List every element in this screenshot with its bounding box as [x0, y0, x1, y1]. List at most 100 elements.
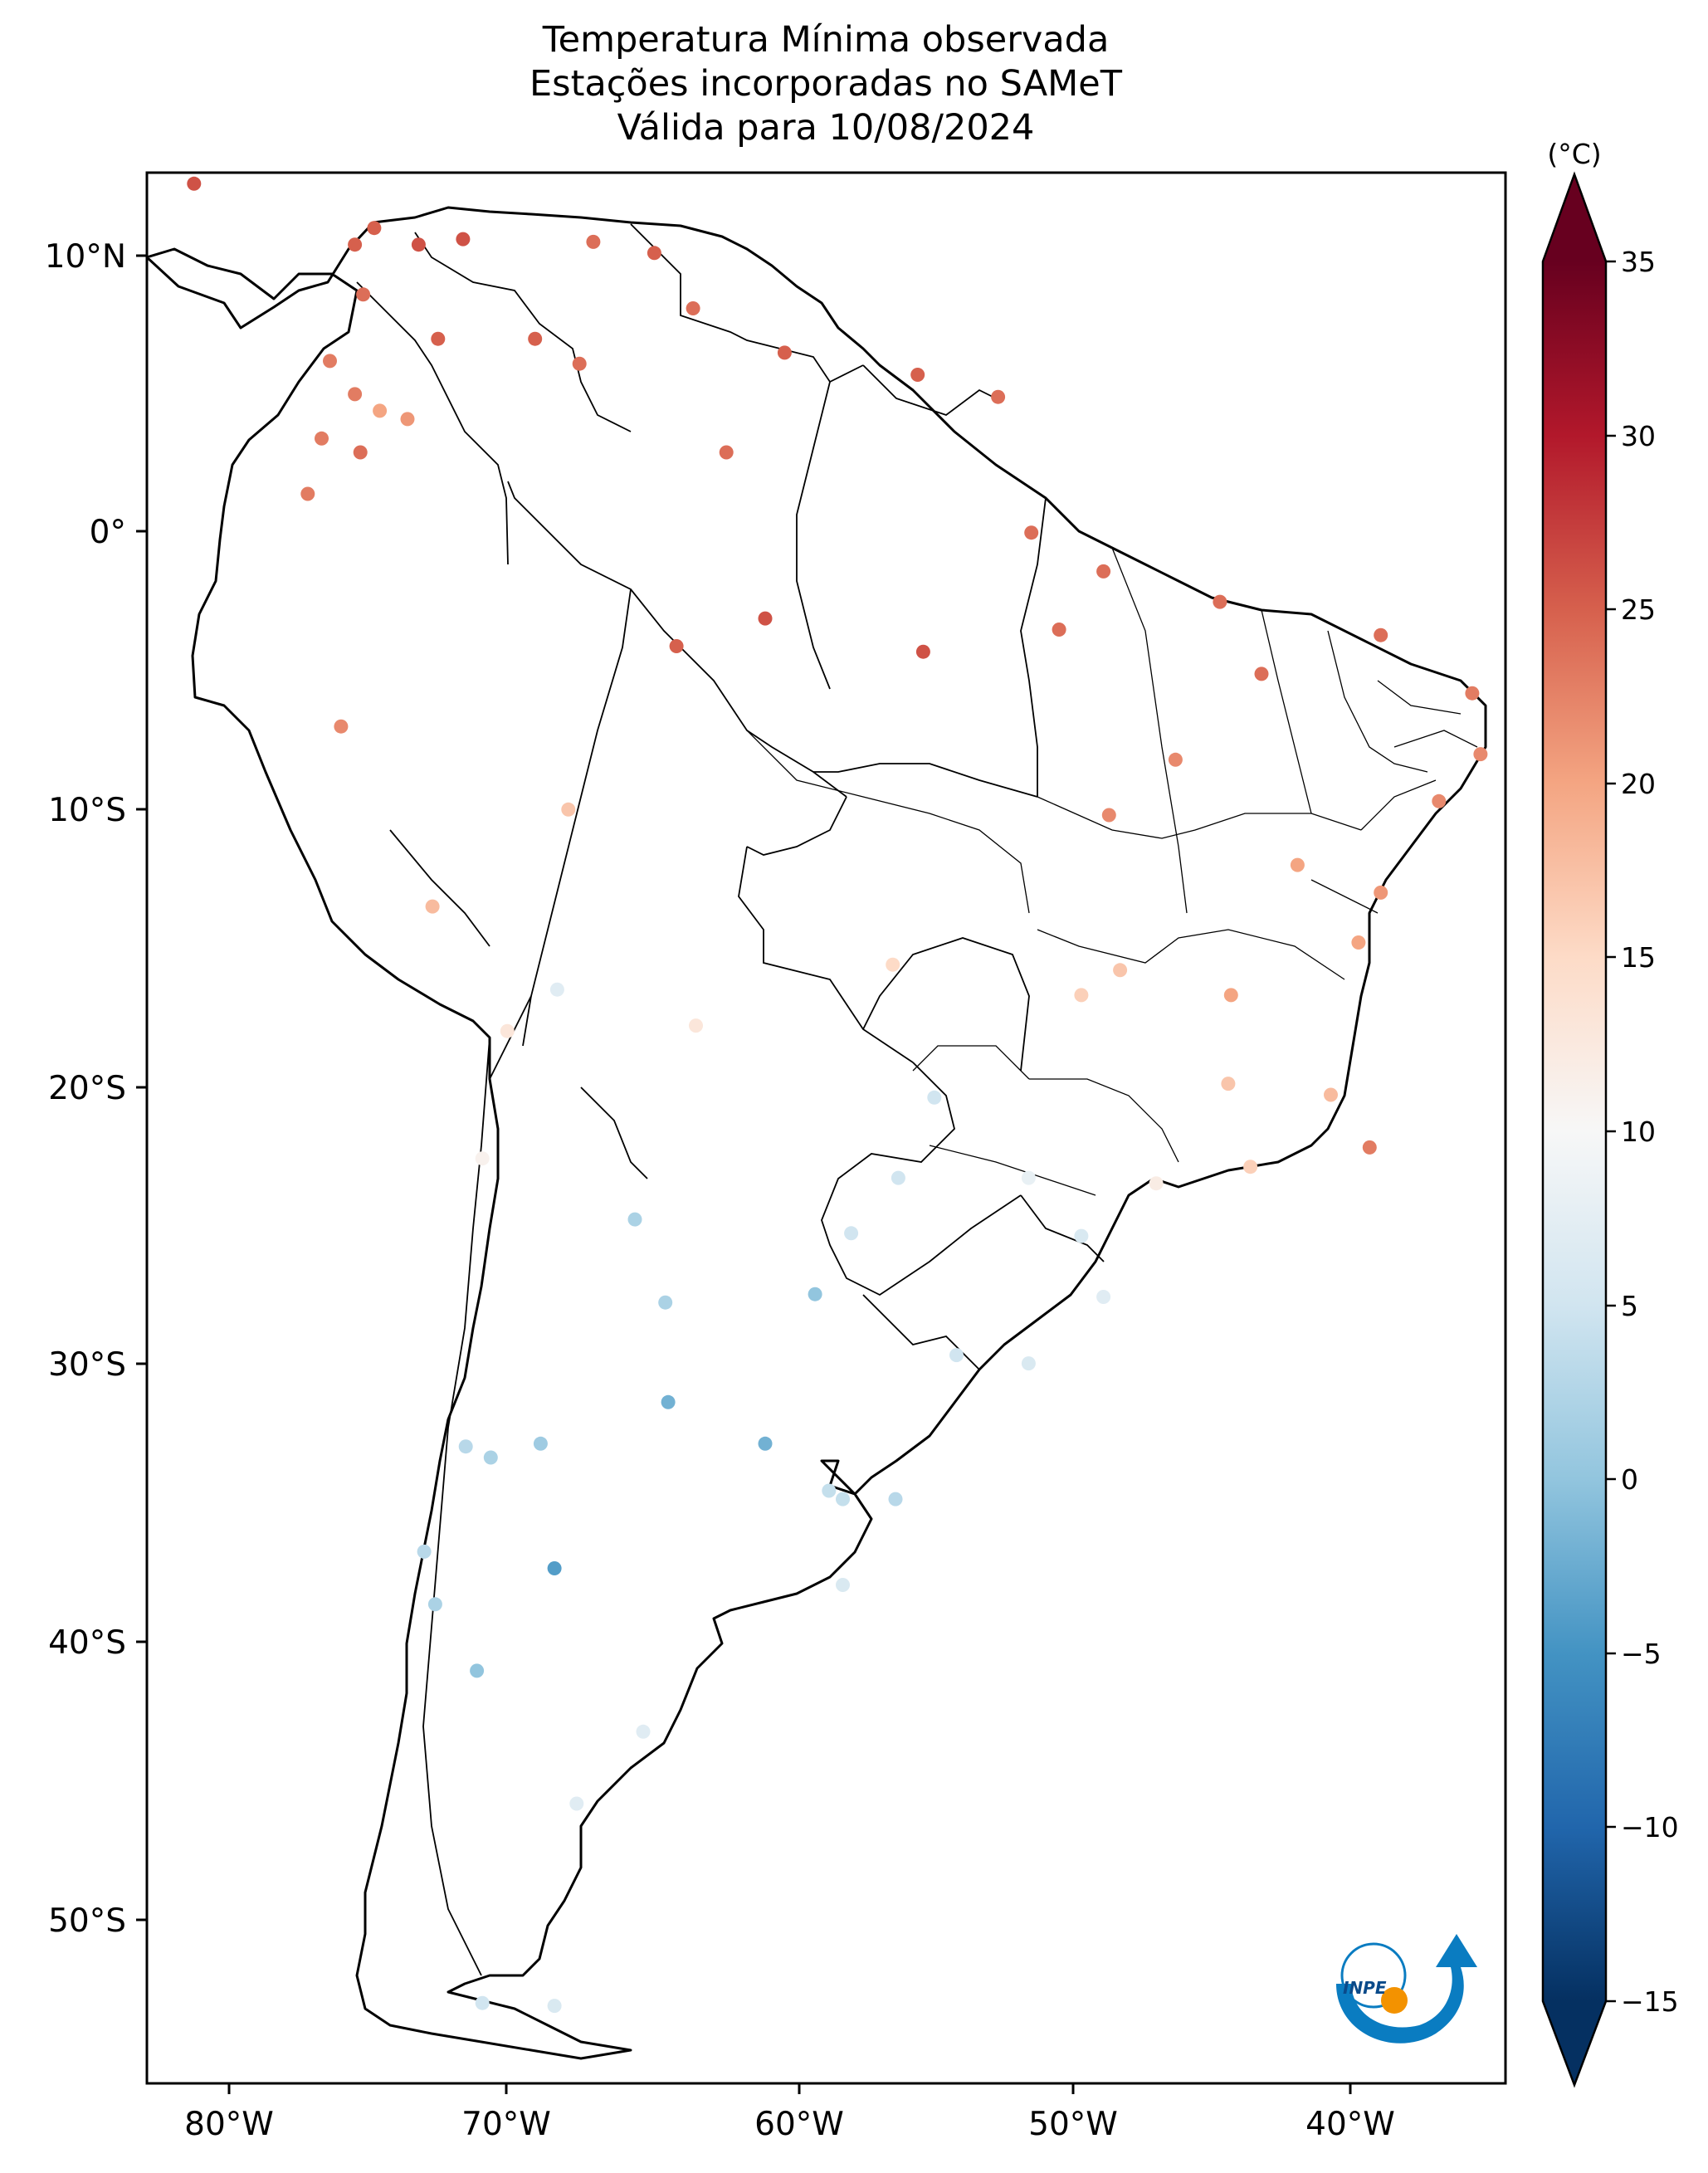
inpe-logo: INPE	[1336, 1934, 1477, 2044]
station-point	[1223, 988, 1238, 1003]
station-point	[836, 1578, 850, 1592]
station-point	[1290, 857, 1305, 872]
country-borders	[356, 223, 1105, 1976]
station-point	[627, 1212, 642, 1227]
station-point	[1362, 1140, 1377, 1155]
lon-tick-70w: 70°W	[461, 2106, 551, 2143]
station-point	[586, 234, 601, 249]
station-point	[1374, 627, 1388, 642]
station-point	[1074, 988, 1089, 1003]
colorbar-tick-minus5: −5	[1621, 1638, 1662, 1670]
station-point	[991, 389, 1006, 404]
colorbar-gradient	[1543, 261, 1606, 2001]
station-point	[1052, 623, 1066, 637]
station-point	[1221, 1077, 1236, 1091]
station-point	[1465, 686, 1480, 701]
lat-tick-20s: 20°S	[48, 1070, 126, 1107]
station-point	[661, 1394, 676, 1409]
logo-orbit-icon	[1340, 1942, 1407, 2009]
station-point	[844, 1226, 859, 1241]
title-line-2: Estações incorporadas no SAMeT	[529, 63, 1122, 105]
station-point	[1432, 794, 1447, 808]
colorbar-unit-label: (°C)	[1547, 138, 1601, 170]
lat-tick-10n: 10°N	[45, 238, 126, 276]
colorbar-tick-20: 20	[1621, 768, 1656, 800]
station-point	[470, 1663, 485, 1678]
south-america-coastline	[147, 206, 1487, 2060]
station-point	[367, 221, 382, 236]
station-point	[888, 1492, 903, 1506]
station-point	[758, 1436, 773, 1451]
colorbar-upper-extend	[1543, 174, 1606, 261]
map-frame	[145, 171, 1507, 2085]
station-point	[373, 403, 388, 418]
station-point	[1021, 1170, 1036, 1185]
colorbar-tick-30: 30	[1621, 420, 1656, 452]
lon-tick-80w: 80°W	[184, 2106, 274, 2143]
station-point	[561, 802, 576, 817]
colorbar-lower-extend	[1543, 2001, 1606, 2085]
lon-tick-60w: 60°W	[754, 2106, 844, 2143]
colorbar-tick-0: 0	[1621, 1463, 1638, 1496]
station-point	[411, 237, 426, 252]
lon-tick-40w: 40°W	[1305, 2106, 1395, 2143]
colorbar-tick-minus15: −15	[1621, 1985, 1679, 2018]
station-point	[927, 1090, 942, 1105]
station-point	[547, 1561, 562, 1575]
station-point	[1324, 1087, 1338, 1102]
title-line-1: Temperatura Mínima observada	[542, 19, 1110, 61]
colorbar-tick-15: 15	[1621, 941, 1656, 974]
station-point	[1473, 747, 1488, 762]
lat-tick-50s: 50°S	[48, 1902, 126, 1940]
station-point	[334, 719, 349, 734]
station-point	[1243, 1160, 1258, 1174]
station-point	[569, 1796, 584, 1811]
station-point	[1101, 808, 1116, 823]
station-point	[425, 899, 440, 914]
station-point	[431, 331, 446, 346]
station-point	[658, 1295, 673, 1310]
lon-tick-marks	[227, 2083, 1352, 2094]
lat-tick-40s: 40°S	[48, 1624, 126, 1662]
station-point	[915, 644, 930, 659]
map-area: INPE	[147, 176, 1488, 2060]
station-markers	[187, 176, 1488, 2014]
station-point	[572, 356, 587, 371]
station-point	[1149, 1176, 1164, 1191]
station-point	[348, 387, 363, 402]
station-point	[647, 246, 661, 261]
station-point	[475, 1151, 490, 1166]
logo-arc-icon	[1336, 1934, 1477, 2044]
station-point	[719, 445, 734, 460]
lat-tick-10s: 10°S	[48, 792, 126, 829]
colorbar-tick-35: 35	[1621, 246, 1656, 278]
station-point	[323, 354, 337, 369]
station-point	[1024, 525, 1039, 540]
station-point	[808, 1287, 822, 1301]
lon-tick-50w: 50°W	[1028, 2106, 1118, 2143]
station-point	[500, 1023, 515, 1038]
colorbar-ticks	[1606, 260, 1616, 2003]
logo-text: INPE	[1343, 1978, 1387, 1998]
station-point	[636, 1724, 651, 1739]
lat-tick-0: 0°	[90, 514, 126, 551]
station-point	[1021, 1356, 1036, 1371]
station-point	[348, 237, 363, 252]
colorbar-tick-25: 25	[1621, 593, 1656, 626]
station-point	[187, 176, 202, 191]
station-point	[528, 331, 543, 346]
station-point	[315, 431, 329, 446]
title-line-3: Válida para 10/08/2024	[617, 107, 1035, 149]
station-point	[669, 639, 684, 653]
state-borders	[746, 547, 1478, 1196]
station-point	[353, 445, 368, 460]
station-point	[458, 1439, 473, 1454]
station-point	[300, 486, 315, 501]
station-point	[1213, 594, 1227, 609]
station-point	[758, 611, 773, 626]
lat-tick-30s: 30°S	[48, 1346, 126, 1384]
station-point	[1374, 885, 1388, 900]
station-point	[547, 1999, 562, 2014]
map-title: Temperatura Mínima observada Estações in…	[145, 18, 1506, 150]
